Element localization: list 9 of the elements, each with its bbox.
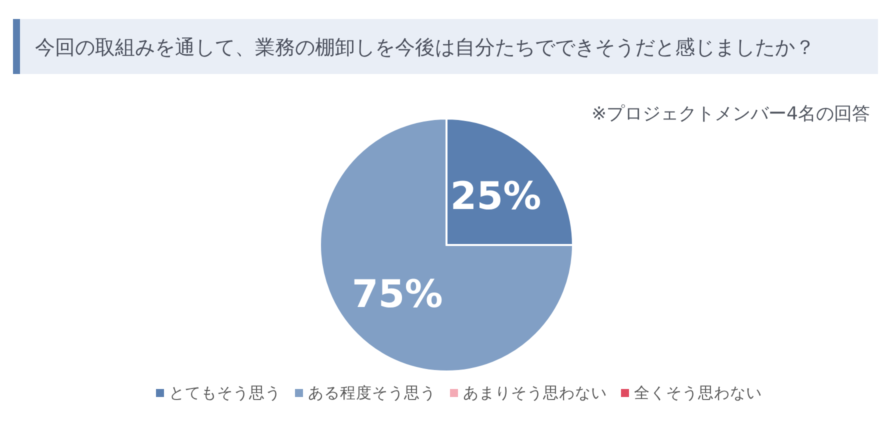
data-label: 25% (450, 174, 542, 218)
text: ※プロジェクトメンバー4名の回答 (591, 104, 870, 124)
data-label: 75% (352, 272, 443, 316)
chart-title: 今回の取組みを通して、業務の棚卸しを今後は自分たちでできそうだと感じましたか？ (35, 35, 815, 59)
legend-label: 全くそう思わない (634, 383, 762, 404)
legend-label: ある程度そう思う (308, 383, 436, 404)
pie-slice (319, 118, 574, 372)
legend-label: あまりそう思わない (463, 383, 607, 404)
legend-label: とてもそう思う (169, 383, 281, 404)
